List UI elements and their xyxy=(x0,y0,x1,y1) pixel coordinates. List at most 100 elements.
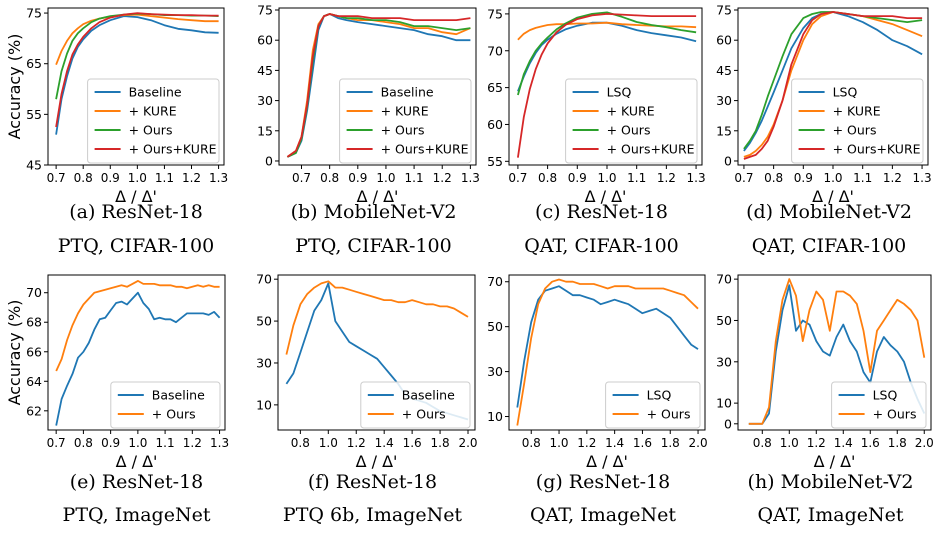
series-line xyxy=(743,11,923,152)
y-tick-label: 66 xyxy=(26,344,42,359)
x-tick-label: 0.7 xyxy=(47,171,66,185)
x-tick-label: 0.7 xyxy=(292,171,311,185)
legend-box xyxy=(339,78,472,164)
legend: LSQ + Ours xyxy=(605,381,701,429)
y-tick-label: 75 xyxy=(716,3,732,18)
series-line xyxy=(743,11,923,160)
series-line xyxy=(517,21,697,41)
x-tick-label: 0.9 xyxy=(794,171,813,185)
panel-caption: (h) MobileNet-V2 xyxy=(748,471,914,493)
x-tick-label: 1.1 xyxy=(155,171,174,185)
series-line xyxy=(55,279,220,372)
x-tick-label: 1.8 xyxy=(888,436,907,450)
chart-panel-4: 0.7 0.8 0.9 1.0 1.1 1.2 1.3 62 64 66 68 70 Δ / Δ' Acc… xyxy=(5,274,229,526)
y-tick-label: 30 xyxy=(257,93,273,108)
panel-caption: PTQ, CIFAR-100 xyxy=(58,235,214,257)
plot-frame xyxy=(508,274,706,431)
y-tick-label: 70 xyxy=(487,274,503,289)
panel-caption: PTQ, ImageNet xyxy=(63,504,211,526)
y-tick-label: 70 xyxy=(26,285,42,300)
x-tick-label: 1.1 xyxy=(627,171,646,185)
x-tick-label: 1.2 xyxy=(577,436,596,450)
x-tick-label: 0.9 xyxy=(101,171,120,185)
y-tick-label: 60 xyxy=(716,33,732,48)
x-tick-label: 1.0 xyxy=(823,171,842,185)
legend-label: + KURE xyxy=(833,104,881,119)
legend-label: + Ours xyxy=(402,407,446,422)
y-tick-label: 0 xyxy=(724,153,732,168)
panel-caption: (g) ResNet-18 xyxy=(536,471,670,493)
legend-box xyxy=(831,381,927,429)
series-line xyxy=(286,13,471,158)
legend-box xyxy=(87,78,220,164)
legend-label: LSQ xyxy=(873,388,898,403)
plot-frame xyxy=(508,7,703,166)
legend: Baseline + KURE + Ours + Ours+KURE xyxy=(339,78,472,164)
x-tick-label: 1.8 xyxy=(431,436,450,450)
chart-panel-5: 0.8 1.0 1.2 1.4 1.6 1.8 2.0 10 30 50 70 Δ / Δ' Basel… xyxy=(256,272,477,526)
series-line xyxy=(748,278,926,425)
x-tick-label: 1.1 xyxy=(156,436,175,450)
legend-label: Baseline xyxy=(129,85,182,100)
x-tick-label: 1.1 xyxy=(405,171,424,185)
legend: Baseline + KURE + Ours + Ours+KURE xyxy=(87,78,220,164)
x-tick-label: 0.8 xyxy=(538,171,557,185)
plot-frame xyxy=(278,7,477,166)
x-tick-label: 2.0 xyxy=(458,436,477,450)
legend-label: + Ours xyxy=(833,123,877,138)
y-tick-label: 75 xyxy=(257,3,273,18)
x-axis-label: Δ / Δ' xyxy=(115,187,157,206)
y-tick-label: 0 xyxy=(265,153,273,168)
x-tick-label: 0.7 xyxy=(734,171,753,185)
legend-label: LSQ xyxy=(607,85,632,100)
y-tick-label: 68 xyxy=(26,315,42,330)
chart-panel-2: 0.7 0.8 0.9 1.0 1.1 1.2 1.3 55 60 65 70 75 Δ / Δ' LSQ… xyxy=(487,6,706,257)
y-tick-label: 50 xyxy=(716,313,732,328)
x-tick-label: 2.0 xyxy=(915,436,934,450)
x-tick-label: 1.0 xyxy=(549,436,568,450)
series-line xyxy=(55,12,219,128)
legend-label: + Ours xyxy=(129,123,173,138)
x-tick-label: 1.6 xyxy=(403,436,422,450)
x-tick-label: 1.2 xyxy=(182,171,201,185)
x-tick-label: 0.9 xyxy=(348,171,367,185)
x-axis-label: Δ / Δ' xyxy=(357,187,399,206)
y-tick-label: 70 xyxy=(487,43,503,58)
x-axis-label: Δ / Δ' xyxy=(356,452,398,471)
panel-caption: (d) MobileNet-V2 xyxy=(746,201,912,223)
y-tick-label: 45 xyxy=(257,63,273,78)
legend: Baseline + Ours xyxy=(110,381,221,429)
x-tick-label: 1.6 xyxy=(633,436,652,450)
y-tick-label: 50 xyxy=(256,314,272,329)
legend-label: + Ours xyxy=(647,407,691,422)
x-tick-label: 1.3 xyxy=(461,171,480,185)
y-tick-label: 65 xyxy=(487,80,503,95)
x-axis-label: Δ / Δ' xyxy=(585,187,627,206)
y-tick-label: 10 xyxy=(716,396,732,411)
legend-box xyxy=(791,78,924,164)
x-tick-label: 1.3 xyxy=(210,436,229,450)
y-tick-label: 45 xyxy=(26,158,42,173)
x-tick-label: 0.8 xyxy=(753,436,772,450)
y-tick-label: 30 xyxy=(256,355,272,370)
legend-label: Baseline xyxy=(381,85,434,100)
x-tick-label: 1.3 xyxy=(687,171,706,185)
y-tick-label: 0 xyxy=(724,416,732,431)
y-tick-label: 70 xyxy=(716,272,732,287)
panel-caption: (f) ResNet-18 xyxy=(308,471,437,493)
series-line xyxy=(743,11,923,150)
x-tick-label: 1.2 xyxy=(883,171,902,185)
legend-label: + Ours xyxy=(152,407,196,422)
panel-caption: (c) ResNet-18 xyxy=(535,201,668,223)
x-tick-label: 0.8 xyxy=(522,436,541,450)
legend: LSQ + KURE + Ours + Ours+KURE xyxy=(565,78,698,164)
panel-caption: QAT, ImageNet xyxy=(530,504,676,526)
chart-panel-1: 0.7 0.8 0.9 1.0 1.1 1.2 1.3 0 15 30 45 60 75 Δ / Δ' Ba… xyxy=(257,3,480,257)
x-tick-label: 1.3 xyxy=(209,171,228,185)
legend-label: LSQ xyxy=(833,85,858,100)
series-line xyxy=(517,12,697,158)
x-tick-label: 0.7 xyxy=(508,171,527,185)
x-tick-label: 0.8 xyxy=(74,436,93,450)
legend-label: + Ours+KURE xyxy=(833,142,921,157)
